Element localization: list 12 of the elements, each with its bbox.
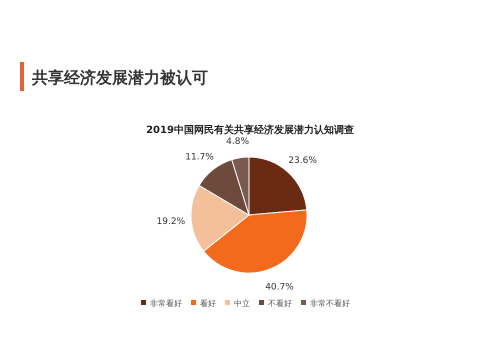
legend-label: 中立: [234, 299, 250, 308]
data-label: 4.8%: [226, 136, 250, 147]
chart-title: 共享经济发展潜力被认可: [31, 68, 208, 87]
chart-subtitle: 2019中国网民有关共享经济发展潜力认知调查: [146, 124, 354, 136]
legend-label: 看好: [200, 299, 216, 308]
data-label: 19.2%: [156, 217, 186, 228]
data-label: 11.7%: [185, 152, 214, 162]
legend-label: 非常看好: [150, 299, 182, 308]
legend-label: 非常不看好: [310, 299, 350, 308]
legend-label: 不看好: [268, 299, 292, 308]
data-label: 40.7%: [265, 282, 294, 293]
data-label: 23.6%: [288, 156, 318, 166]
